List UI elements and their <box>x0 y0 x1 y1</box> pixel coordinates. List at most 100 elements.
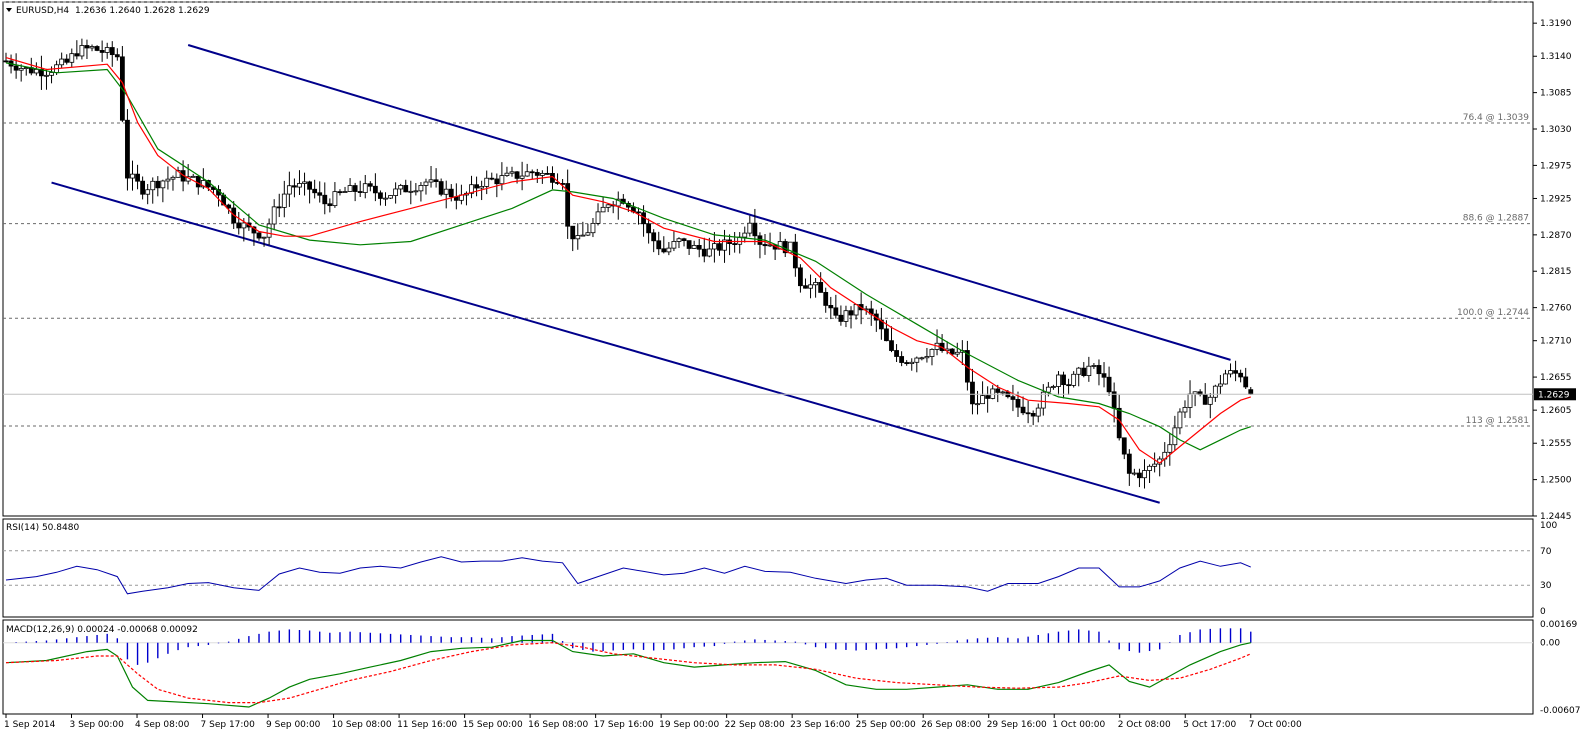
candle-body <box>884 328 889 342</box>
candle-body <box>281 193 287 208</box>
current-price-label: 1.2629 <box>1538 390 1570 400</box>
candle-body <box>474 184 479 189</box>
macd-tick-label-0: 0.00169 <box>1540 620 1577 630</box>
candle-body <box>752 222 758 237</box>
candle-body <box>347 185 353 192</box>
candle-body <box>803 285 808 289</box>
candle-body <box>1126 453 1132 474</box>
time-tick-label-6: 11 Sep 16:00 <box>397 720 457 730</box>
price-tick-label-12: 1.2555 <box>1540 439 1572 449</box>
candle-body <box>256 232 262 239</box>
candle-body <box>59 58 65 66</box>
candle-body <box>44 74 49 77</box>
candle-body <box>433 179 439 182</box>
candle-body <box>1233 370 1238 374</box>
price-tick-label-6: 1.2870 <box>1540 231 1572 241</box>
candle-body <box>1010 396 1016 400</box>
candle-body <box>823 292 829 306</box>
time-tick-label-4: 9 Sep 00:00 <box>266 720 321 730</box>
macd-line <box>5 639 1251 708</box>
candle-body <box>585 232 591 236</box>
candle-body <box>1056 374 1061 387</box>
candle-body <box>494 178 500 185</box>
candle-body <box>1177 411 1183 429</box>
candle-body <box>519 175 525 179</box>
price-tick-label-5: 1.2925 <box>1540 194 1572 204</box>
time-tick-label-9: 17 Sep 16:00 <box>594 720 654 730</box>
candle-body <box>1192 391 1198 395</box>
candle-body <box>1066 384 1071 387</box>
price-tick-label-3: 1.3030 <box>1540 125 1572 135</box>
candle-body <box>747 222 753 234</box>
candle-body <box>1212 385 1218 398</box>
price-tick-label-9: 1.2710 <box>1540 337 1572 347</box>
candle-body <box>443 188 449 195</box>
fib-label-1: 76.4 @ 1.3039 <box>1463 113 1530 123</box>
candle-body <box>889 340 894 351</box>
time-tick-label-19: 7 Oct 00:00 <box>1249 720 1302 730</box>
time-tick-label-18: 5 Oct 17:00 <box>1183 720 1236 730</box>
candle-body <box>605 204 611 208</box>
candle-body <box>717 243 722 251</box>
rsi-pane-frame <box>2 518 1534 618</box>
candle-body <box>504 172 510 177</box>
candle-body <box>286 185 292 195</box>
candle-body <box>403 185 409 193</box>
candle-body <box>337 191 343 194</box>
candle-body <box>990 388 996 399</box>
candle-body <box>64 58 70 63</box>
fib-label-4: 113 @ 1.2581 <box>1466 416 1529 426</box>
candle-body <box>853 304 859 316</box>
dropdown-triangle-icon[interactable] <box>6 8 12 12</box>
price-tick-label-7: 1.2815 <box>1540 267 1572 277</box>
rsi-indicator: 100 70 30 0 <box>3 521 1557 617</box>
price-tick-label-8: 1.2760 <box>1540 304 1572 314</box>
rsi-tick-label-0: 100 <box>1540 521 1557 531</box>
candle-body <box>914 357 920 363</box>
candle-body <box>109 47 115 56</box>
candle-body <box>1152 463 1158 467</box>
candle-body <box>732 243 738 245</box>
channel-upper-line <box>187 44 1231 361</box>
candle-body <box>165 178 171 182</box>
ohlc-label: 1.2636 1.2640 1.2628 1.2629 <box>75 6 210 16</box>
candle-body <box>1238 372 1244 378</box>
candle-body <box>484 177 490 187</box>
candle-body <box>580 234 586 237</box>
candle-body <box>929 348 935 357</box>
candle-body <box>1081 367 1087 377</box>
time-tick-label-7: 15 Sep 00:00 <box>463 720 523 730</box>
candle-body <box>292 185 297 188</box>
candle-body <box>545 172 550 175</box>
candle-body <box>479 186 485 189</box>
candle-body <box>448 188 454 198</box>
candle-body <box>276 206 282 209</box>
candle-body <box>828 305 834 309</box>
current-price-tag <box>1534 388 1576 401</box>
fib-label-2: 88.6 @ 1.2887 <box>1463 214 1529 224</box>
macd-signal-line <box>5 642 1252 704</box>
rsi-title: RSI(14) 50.8480 <box>6 523 79 533</box>
candle-body <box>570 225 576 240</box>
fib-label-0: 61.8 @ 1.3222 <box>1463 0 1529 2</box>
candle-body <box>200 180 206 188</box>
candle-body <box>1142 470 1147 479</box>
time-tick-label-11: 22 Sep 08:00 <box>725 720 785 730</box>
candle-body <box>3 60 9 63</box>
candle-body <box>509 171 515 174</box>
candle-body <box>838 314 844 322</box>
time-tick-label-10: 19 Sep 00:00 <box>659 720 719 730</box>
candle-body <box>904 362 910 365</box>
candle-body <box>74 53 80 57</box>
candle-body <box>833 307 839 316</box>
candle-body <box>342 191 348 193</box>
candle-body <box>393 188 399 196</box>
candle-body <box>762 244 768 247</box>
candle-body <box>1137 472 1142 479</box>
candle-body <box>924 356 930 359</box>
candle-body <box>160 180 166 189</box>
candle-body <box>691 245 697 249</box>
candle-body <box>843 310 849 322</box>
